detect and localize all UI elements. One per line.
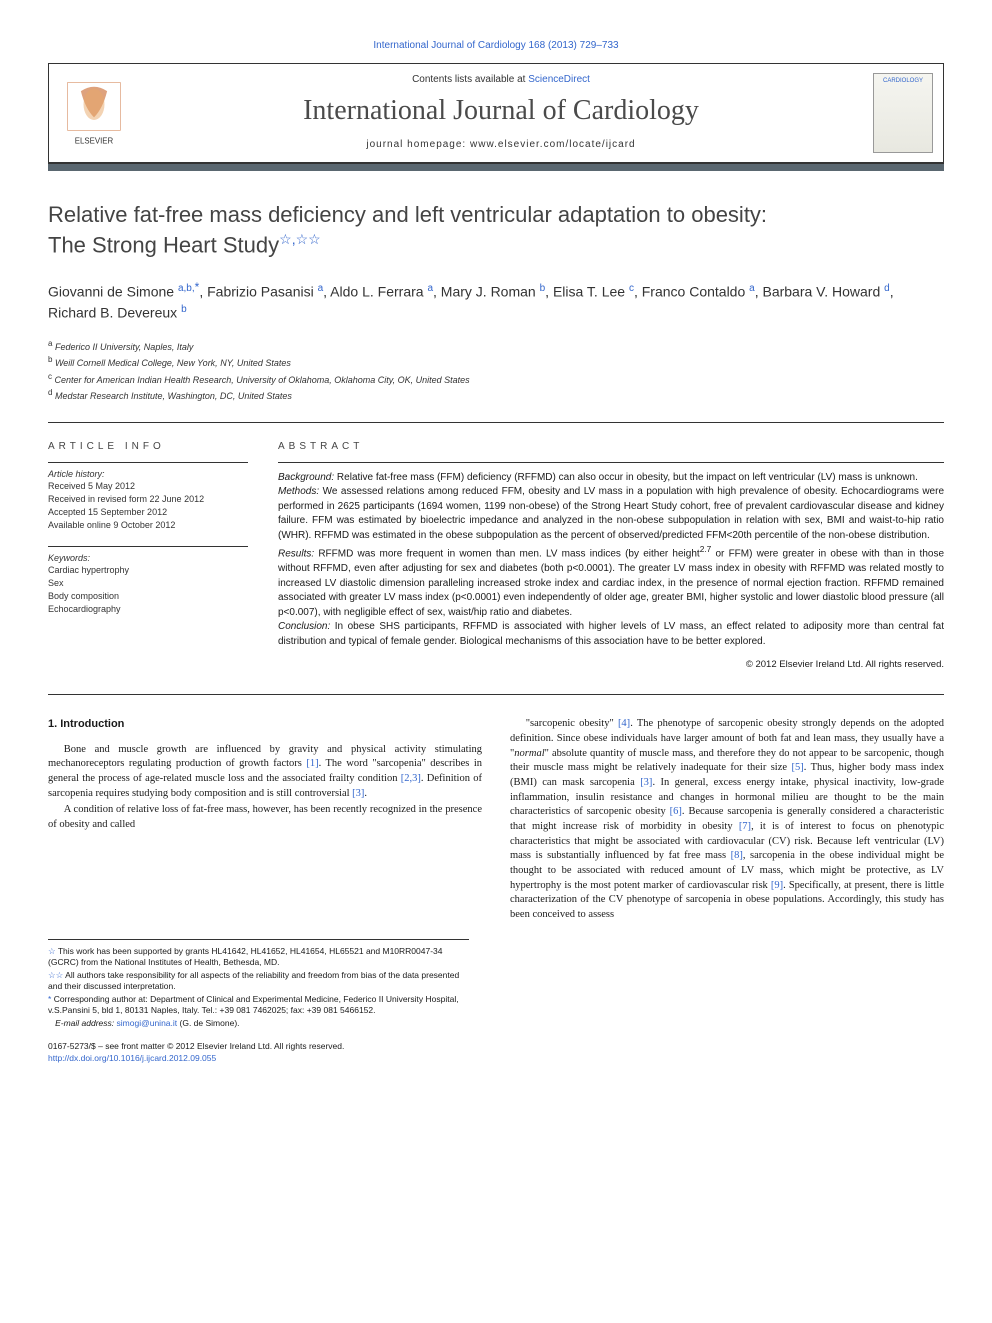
keywords-label: Keywords: (48, 553, 248, 563)
journal-homepage-line: journal homepage: www.elsevier.com/locat… (139, 139, 863, 150)
affiliation-line: d Medstar Research Institute, Washington… (48, 387, 944, 404)
abstract-text: Background: Relative fat-free mass (FFM)… (278, 471, 944, 649)
article-title: Relative fat-free mass deficiency and le… (48, 201, 944, 260)
accent-bar (48, 163, 944, 171)
paragraph: A condition of relative loss of fat-free… (48, 803, 482, 832)
body-text: 1. Introduction Bone and muscle growth a… (48, 717, 944, 925)
keyword: Sex (48, 577, 248, 590)
journal-name: International Journal of Cardiology (139, 95, 863, 127)
article-info-column: ARTICLE INFO Article history: Received 5… (48, 441, 248, 670)
abstract-section: Background: Relative fat-free mass (FFM)… (278, 471, 944, 486)
author-list: Giovanni de Simone a,b,*, Fabrizio Pasan… (48, 278, 944, 324)
affiliations: a Federico II University, Naples, Italyb… (48, 338, 944, 404)
star-icon: ☆☆ (48, 970, 63, 980)
abstract-copyright: © 2012 Elsevier Ireland Ltd. All rights … (278, 659, 944, 670)
paragraph: "sarcopenic obesity" [4]. The phenotype … (510, 717, 944, 923)
asterisk-icon: * (48, 994, 51, 1004)
abstract-heading: ABSTRACT (278, 441, 944, 452)
keyword: Cardiac hypertrophy (48, 564, 248, 577)
footnotes: ☆ This work has been supported by grants… (48, 939, 469, 1029)
affiliation-line: b Weill Cornell Medical College, New Yor… (48, 354, 944, 371)
keyword: Echocardiography (48, 603, 248, 616)
article-info-heading: ARTICLE INFO (48, 441, 248, 452)
citation-header: International Journal of Cardiology 168 … (48, 40, 944, 51)
abstract-column: ABSTRACT Background: Relative fat-free m… (278, 441, 944, 670)
footnote-star-icon: ,☆☆ (292, 231, 321, 247)
abstract-section: Results: RFFMD was more frequent in wome… (278, 543, 944, 620)
history-line: Accepted 15 September 2012 (48, 506, 248, 519)
history-line: Available online 9 October 2012 (48, 519, 248, 532)
abstract-section: Conclusion: In obese SHS participants, R… (278, 620, 944, 649)
journal-homepage-url[interactable]: www.elsevier.com/locate/ijcard (470, 139, 636, 150)
elsevier-logo: ELSEVIER (49, 64, 139, 162)
affiliation-line: c Center for American Indian Health Rese… (48, 371, 944, 388)
journal-header: ELSEVIER Contents lists available at Sci… (48, 63, 944, 163)
abstract-section: Methods: We assessed relations among red… (278, 485, 944, 543)
issn-doi-block: 0167-5273/$ – see front matter © 2012 El… (48, 1041, 944, 1065)
affiliation-line: a Federico II University, Naples, Italy (48, 338, 944, 355)
section-heading: 1. Introduction (48, 717, 482, 732)
doi-link[interactable]: http://dx.doi.org/10.1016/j.ijcard.2012.… (48, 1053, 216, 1063)
journal-cover-thumbnail: CARDIOLOGY (863, 64, 943, 162)
contents-lists-line: Contents lists available at ScienceDirec… (139, 74, 863, 85)
history-line: Received in revised form 22 June 2012 (48, 493, 248, 506)
paragraph: Bone and muscle growth are influenced by… (48, 743, 482, 802)
svg-text:ELSEVIER: ELSEVIER (75, 137, 114, 146)
footnote-star-icon: ☆ (279, 231, 292, 247)
history-label: Article history: (48, 469, 248, 479)
keyword: Body composition (48, 590, 248, 603)
sciencedirect-link[interactable]: ScienceDirect (528, 74, 590, 85)
email-link[interactable]: simogi@unina.it (117, 1018, 178, 1028)
horizontal-rule (48, 694, 944, 695)
star-icon: ☆ (48, 946, 56, 956)
history-line: Received 5 May 2012 (48, 480, 248, 493)
